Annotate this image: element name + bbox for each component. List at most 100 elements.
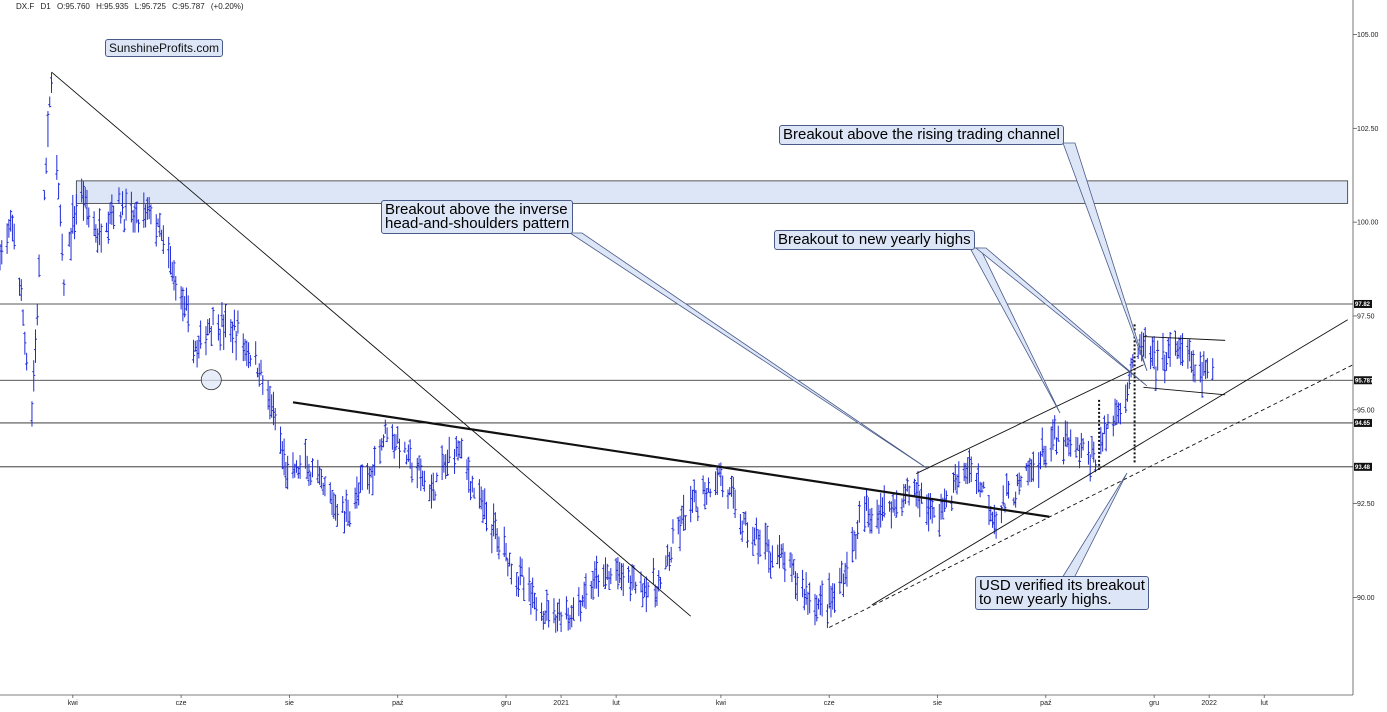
ohlc-bar [158,212,162,237]
ohlc-bar [1042,445,1046,466]
ohlc-bar [309,472,313,486]
ohlc-bar [516,576,520,597]
ohlc-bar [1040,427,1044,457]
ohlc-bar [1113,398,1117,426]
ohlc-bar [694,490,698,512]
ohlc-bar [465,459,469,480]
ohlc-bar [882,485,886,518]
ohlc-bar [579,600,583,622]
ohlc-bar [721,475,725,498]
ohlc-bar [506,558,510,577]
ohlc-bar [689,485,693,523]
ohlc-bar [110,194,114,225]
ohlc-bar [944,490,948,508]
ohlc-bar [270,394,274,418]
ohlc-bar [827,572,831,609]
ohlc-bar [593,561,597,589]
ohlc-bar [46,111,50,148]
ohlc-bar [80,178,84,203]
high-value: H:95.935 [96,2,129,11]
ohlc-bar [502,526,506,557]
ohlc-bar [1014,491,1018,508]
ohlc-bar [470,475,474,493]
ohlc-bar [605,563,609,581]
ohlc-bar [319,469,323,489]
ohlc-bar [951,472,955,493]
ohlc-bar [121,191,125,216]
ohlc-bar [271,391,275,426]
ohlc-bar [580,595,584,607]
ohlc-bar [1051,419,1055,450]
ohlc-bar [1001,485,1005,506]
ohlc-bar [321,482,325,496]
ohlc-bar [69,227,73,261]
ohlc-bar [477,479,481,509]
ohlc-bar [975,472,979,495]
ohlc-bar [783,551,787,583]
ohlc-bar [282,438,286,476]
x-tick-label: paź [1040,700,1052,707]
ohlc-bar [967,449,971,484]
ohlc-bar [678,515,682,552]
ohlc-bar [1106,413,1110,429]
ohlc-bar [208,318,212,334]
ohlc-bar [1007,480,1011,499]
x-tick-label: kwi [716,700,727,707]
ohlc-bar [87,207,91,228]
ohlc-bar [255,367,259,378]
ohlc-bar [825,604,829,629]
ohlc-bar [1104,424,1108,452]
ohlc-bar [142,192,146,228]
ohlc-bar [850,526,854,563]
ohlc-bar [914,481,918,507]
ohlc-bar [1177,337,1181,359]
ohlc-bar [1017,472,1021,495]
ohlc-bar [410,462,414,483]
ohlc-bar [1078,444,1082,469]
ohlc-bar [603,557,607,589]
ohlc-bar [868,508,872,534]
ohlc-bar [231,321,235,354]
ohlc-bar [1079,432,1083,459]
ohlc-bar [953,464,957,491]
ohlc-bar [1088,454,1092,482]
ohlc-bar [1143,327,1147,359]
callout-breakout-verified: USD verified its breakout to new yearly … [975,576,1149,610]
ohlc-bar [534,597,538,621]
ohlc-bar [818,585,822,616]
ohlc-bar [280,441,284,470]
ohlc-bar [18,277,22,296]
price-tag [1354,418,1372,427]
x-tick-label: 2021 [553,700,569,707]
ohlc-bar [877,504,881,534]
ohlc-bar [866,497,870,528]
ohlc-bar [1198,351,1202,383]
ohlc-bar [236,310,240,334]
ohlc-bar [186,295,190,333]
trendline-solid-thin [1143,336,1226,341]
x-tick-label: gru [501,700,511,707]
x-tick-label: sie [933,700,942,707]
ohlc-bar [493,512,497,540]
ohlc-bar [458,440,462,459]
ohlc-bar [664,555,668,570]
ohlc-bar [891,493,895,513]
ohlc-bar [630,563,634,591]
ohlc-bar [932,507,936,518]
ohlc-bar [1044,445,1048,468]
ohlc-bar [167,236,171,269]
y-tick-label: 95.00 [1357,407,1375,414]
trendline-solid-thick [292,401,1050,518]
ohlc-bar [671,519,675,544]
ohlc-bar [341,496,345,513]
ohlc-bar [1193,364,1197,383]
ohlc-bar [806,591,810,615]
ohlc-bar [756,529,760,565]
ohlc-bar [279,426,283,454]
ohlc-bar [342,510,346,534]
ohlc-bar [900,498,904,516]
ohlc-bar [131,209,135,233]
ohlc-bar [1012,497,1016,506]
trendline-solid-thin [1143,386,1226,396]
ohlc-bar [170,261,174,282]
